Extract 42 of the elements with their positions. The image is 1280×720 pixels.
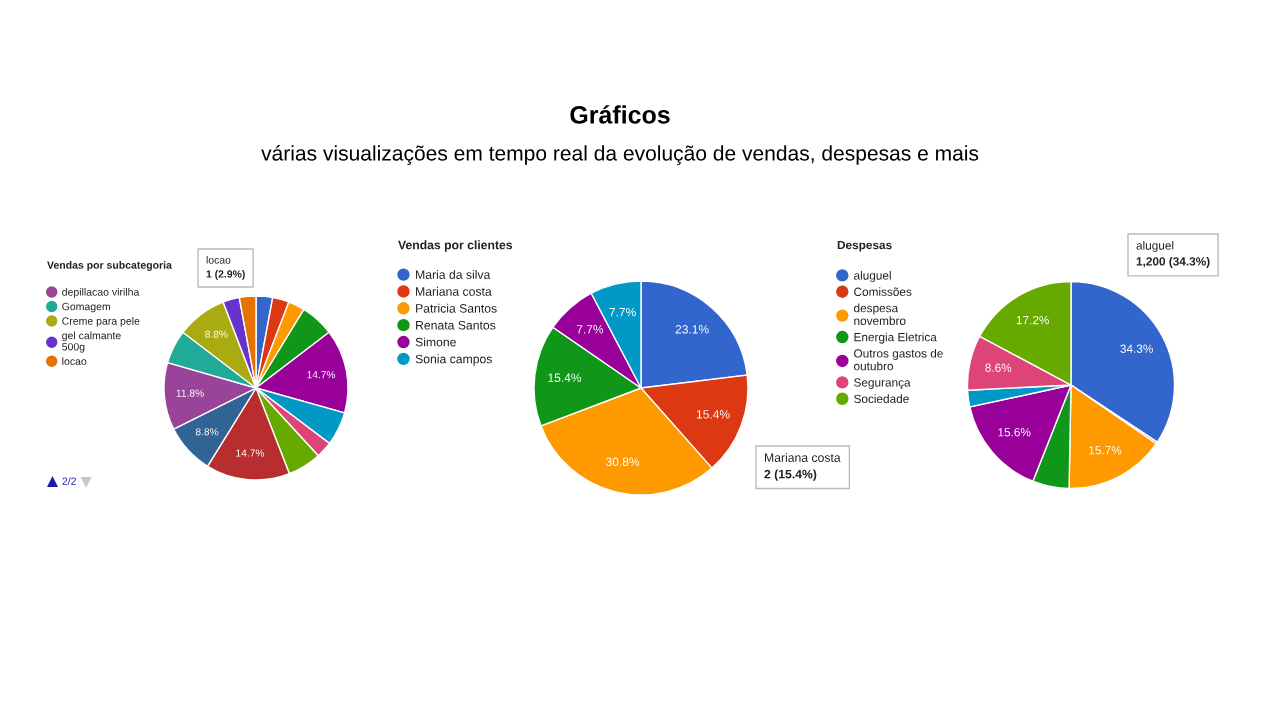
legend-label: despesa novembro — [854, 303, 906, 325]
legend-label: Sonia campos — [415, 354, 492, 366]
legend-label: Gomagem — [62, 302, 111, 313]
data-label: 30.8% — [606, 457, 640, 467]
text: 2/2 — [62, 477, 76, 485]
data-label: 23.1% — [675, 325, 709, 334]
legend-label: depillacao virilha — [62, 288, 140, 298]
data-label: 8.8% — [205, 330, 228, 338]
chart-title: Vendas por subcategoria — [47, 261, 172, 271]
data-label: 8.6% — [985, 363, 1012, 372]
data-label: 14.7% — [236, 449, 265, 457]
text: aluguel 1,200 (34.3%) — [1136, 241, 1210, 268]
data-label: 15.4% — [696, 410, 730, 419]
data-label: 7.7% — [576, 325, 604, 334]
legend-label: Segurança — [854, 378, 911, 390]
legend-label: Mariana costa — [416, 286, 492, 296]
chart-title: Vendas por clientes — [398, 240, 513, 252]
data-label: 11.8% — [176, 389, 204, 397]
data-label: 7.7% — [609, 307, 636, 317]
data-label: 34.3% — [1120, 344, 1153, 353]
data-label: 14.7% — [307, 371, 336, 379]
legend-label: Renata Santos — [416, 320, 496, 330]
data-label: 17.2% — [1016, 315, 1049, 325]
legend-label: Outros gastos de outubro — [854, 348, 943, 371]
data-label: 15.6% — [998, 428, 1031, 437]
legend-label: Creme para pele — [62, 317, 140, 327]
legend-label: Maria da silva — [416, 270, 491, 279]
chart-title: Despesas — [837, 240, 892, 252]
legend-label: Sociedade — [854, 394, 909, 403]
legend-label: Simone — [415, 337, 456, 347]
legend-label: locao — [62, 357, 87, 366]
text: locao 1 (2.9%) — [206, 256, 245, 280]
legend-label: Comissões — [854, 287, 912, 296]
legend-label: aluguel — [854, 271, 891, 282]
data-label: 8.8% — [195, 428, 219, 436]
legend-label: Energia Eletrica — [854, 332, 937, 344]
legend-label: Patricia Santos — [416, 303, 497, 313]
text: várias visualizações em tempo real da evolução de vendas, despesas e mais — [261, 145, 979, 165]
data-label: 15.4% — [548, 373, 582, 382]
text: Gráficos — [570, 105, 670, 124]
text: Mariana costa 2 (15.4%) — [764, 453, 841, 481]
data-label: 15.7% — [1089, 446, 1122, 455]
